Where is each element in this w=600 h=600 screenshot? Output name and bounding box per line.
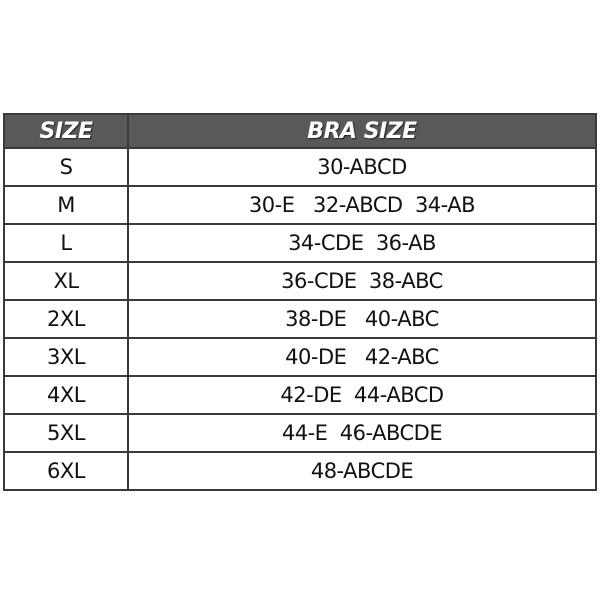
table-row: 6XL 48-ABCDE bbox=[3, 451, 597, 491]
table-row: S 30-ABCD bbox=[3, 147, 597, 187]
header-size: SIZE bbox=[3, 113, 129, 149]
size-cell: L bbox=[3, 223, 129, 263]
size-cell: 2XL bbox=[3, 299, 129, 339]
table-row: M 30-E 32-ABCD 34-AB bbox=[3, 185, 597, 225]
table-row: 5XL 44-E 46-ABCDE bbox=[3, 413, 597, 453]
bra-size-cell: 48-ABCDE bbox=[127, 451, 597, 491]
bra-size-cell: 44-E 46-ABCDE bbox=[127, 413, 597, 453]
size-cell: XL bbox=[3, 261, 129, 301]
size-cell: M bbox=[3, 185, 129, 225]
table-row: XL 36-CDE 38-ABC bbox=[3, 261, 597, 301]
size-cell: 3XL bbox=[3, 337, 129, 377]
size-chart-table: SIZE BRA SIZE S 30-ABCD M 30-E 32-ABCD 34-A… bbox=[3, 113, 597, 491]
table-row: 4XL 42-DE 44-ABCD bbox=[3, 375, 597, 415]
size-cell: 4XL bbox=[3, 375, 129, 415]
header-row: SIZE BRA SIZE bbox=[3, 113, 597, 149]
bra-size-cell: 38-DE 40-ABC bbox=[127, 299, 597, 339]
size-cell: 6XL bbox=[3, 451, 129, 491]
bra-size-cell: 34-CDE 36-AB bbox=[127, 223, 597, 263]
bra-size-cell: 40-DE 42-ABC bbox=[127, 337, 597, 377]
bra-size-cell: 36-CDE 38-ABC bbox=[127, 261, 597, 301]
size-cell: 5XL bbox=[3, 413, 129, 453]
table-row: L 34-CDE 36-AB bbox=[3, 223, 597, 263]
bra-size-cell: 30-E 32-ABCD 34-AB bbox=[127, 185, 597, 225]
bra-size-cell: 42-DE 44-ABCD bbox=[127, 375, 597, 415]
table-row: 2XL 38-DE 40-ABC bbox=[3, 299, 597, 339]
size-cell: S bbox=[3, 147, 129, 187]
bra-size-cell: 30-ABCD bbox=[127, 147, 597, 187]
table-row: 3XL 40-DE 42-ABC bbox=[3, 337, 597, 377]
header-bra-size: BRA SIZE bbox=[127, 113, 597, 149]
